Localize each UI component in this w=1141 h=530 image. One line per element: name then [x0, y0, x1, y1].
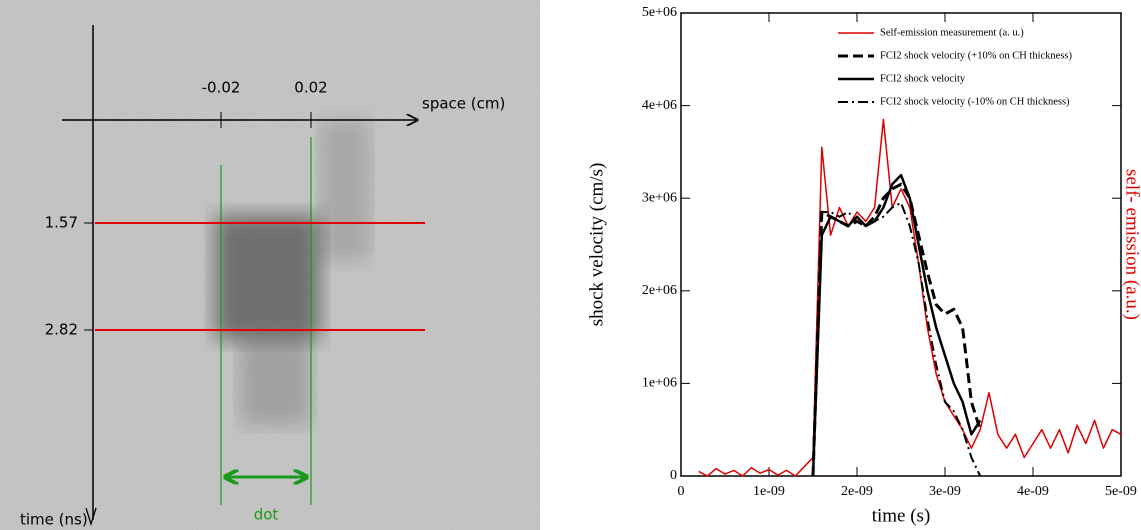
series-line	[698, 118, 1122, 477]
y-tick-label: 2e+06	[642, 283, 677, 298]
chart: 0 1e+06 2e+06 3e+06 4e+06 5e+06 0 1e-09 2e-09 3e-…	[586, 5, 1141, 526]
space-marker-label: -0.02	[202, 79, 241, 97]
dot-annotation: dot	[254, 506, 279, 524]
plot-frame	[680, 12, 1122, 477]
x-tick-label: 5e-09	[1105, 484, 1137, 499]
time-marker-label: 2.82	[45, 321, 78, 339]
y2-axis-label: self- emission (a.u.)	[1122, 169, 1141, 320]
legend-label: FCI2 shock velocity (+10% on CH thicknes…	[880, 50, 1072, 61]
emission-tail	[240, 335, 310, 425]
y-tick-label: 3e+06	[642, 190, 677, 205]
time-marker-label: 1.57	[45, 214, 78, 232]
series-line	[812, 201, 982, 477]
emission-side	[320, 120, 370, 260]
x-axis-label: time (s)	[872, 505, 931, 526]
x-tick-label: 4e-09	[1017, 484, 1049, 499]
x-tick-label: 3e-09	[929, 484, 961, 499]
time-arrow	[85, 507, 97, 527]
legend-label: FCI2 shock velocity	[880, 73, 966, 84]
y-tick-label: 0	[670, 468, 677, 483]
space-axis-label: space (cm)	[422, 95, 505, 113]
legend-label: Self-emission measurement (a. u.)	[880, 27, 1024, 38]
emission-blob	[215, 215, 320, 340]
x-tick-label: 1e-09	[753, 484, 785, 499]
series-line	[811, 173, 982, 477]
y-axis-label: shock velocity (cm/s)	[586, 163, 607, 327]
legend-label: FCI2 shock velocity (-10% on CH thicknes…	[880, 96, 1070, 107]
x-tick-label: 0	[678, 484, 685, 499]
space-marker-label: 0.02	[294, 79, 327, 97]
time-axis-label: time (ns)	[20, 511, 88, 529]
series-line	[811, 182, 982, 477]
y-tick-label: 4e+06	[642, 98, 677, 113]
x-tick-label: 2e-09	[841, 484, 873, 499]
y-tick-label: 1e+06	[642, 376, 677, 391]
y-tick-label: 5e+06	[642, 5, 677, 20]
streak-image: -0.02 0.02 space (cm) 1.57 2.82 time (ns…	[0, 0, 540, 530]
